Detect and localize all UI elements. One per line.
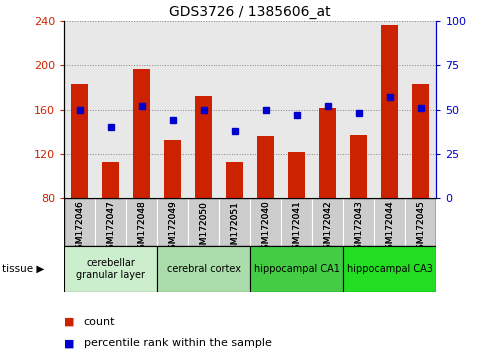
Text: GSM172041: GSM172041 [292, 201, 301, 255]
FancyBboxPatch shape [157, 198, 188, 246]
Text: GSM172042: GSM172042 [323, 201, 332, 255]
FancyBboxPatch shape [250, 198, 281, 246]
FancyBboxPatch shape [374, 198, 405, 246]
Bar [157, 246, 250, 292]
FancyBboxPatch shape [312, 198, 343, 246]
Text: GSM172045: GSM172045 [416, 201, 425, 255]
Text: GSM172040: GSM172040 [261, 201, 270, 255]
Text: GSM172046: GSM172046 [75, 201, 84, 255]
FancyBboxPatch shape [95, 198, 126, 246]
Bar [64, 246, 157, 292]
Text: GSM172043: GSM172043 [354, 201, 363, 255]
Text: GSM172049: GSM172049 [168, 201, 177, 255]
Text: GSM172050: GSM172050 [199, 201, 208, 256]
Text: GSM172051: GSM172051 [230, 201, 239, 256]
Bar [381, 24, 398, 198]
Bar [257, 136, 274, 198]
Bar [195, 97, 212, 198]
Text: count: count [84, 317, 115, 327]
Text: GSM172047: GSM172047 [106, 201, 115, 255]
Text: GSM172045: GSM172045 [416, 201, 425, 255]
Text: cerebellar
granular layer: cerebellar granular layer [76, 258, 145, 280]
Title: GDS3726 / 1385606_at: GDS3726 / 1385606_at [170, 5, 331, 19]
Text: GSM172049: GSM172049 [168, 201, 177, 255]
Text: GSM172044: GSM172044 [385, 201, 394, 255]
FancyBboxPatch shape [126, 198, 157, 246]
Bar [164, 139, 181, 198]
Text: GSM172048: GSM172048 [137, 201, 146, 255]
FancyBboxPatch shape [281, 198, 312, 246]
Text: GSM172051: GSM172051 [230, 201, 239, 256]
Bar [288, 152, 305, 198]
FancyBboxPatch shape [343, 198, 374, 246]
Bar [226, 162, 243, 198]
Text: GSM172048: GSM172048 [137, 201, 146, 255]
FancyBboxPatch shape [188, 198, 219, 246]
Text: GSM172043: GSM172043 [354, 201, 363, 255]
Text: GSM172041: GSM172041 [292, 201, 301, 255]
Bar [71, 84, 88, 198]
Text: GSM172050: GSM172050 [199, 201, 208, 256]
Text: tissue ▶: tissue ▶ [2, 264, 45, 274]
Text: cerebral cortex: cerebral cortex [167, 264, 241, 274]
Bar [319, 108, 336, 198]
Text: GSM172047: GSM172047 [106, 201, 115, 255]
Text: ■: ■ [64, 338, 74, 348]
Text: GSM172042: GSM172042 [323, 201, 332, 255]
Bar [102, 162, 119, 198]
Bar [350, 135, 367, 198]
Text: percentile rank within the sample: percentile rank within the sample [84, 338, 272, 348]
FancyBboxPatch shape [64, 198, 95, 246]
Text: hippocampal CA1: hippocampal CA1 [254, 264, 340, 274]
Bar [133, 69, 150, 198]
Text: GSM172040: GSM172040 [261, 201, 270, 255]
Bar [343, 246, 436, 292]
Text: ■: ■ [64, 317, 74, 327]
FancyBboxPatch shape [405, 198, 436, 246]
Text: hippocampal CA3: hippocampal CA3 [347, 264, 433, 274]
Bar [250, 246, 343, 292]
Bar [412, 84, 429, 198]
Text: GSM172044: GSM172044 [385, 201, 394, 255]
Text: GSM172046: GSM172046 [75, 201, 84, 255]
FancyBboxPatch shape [219, 198, 250, 246]
